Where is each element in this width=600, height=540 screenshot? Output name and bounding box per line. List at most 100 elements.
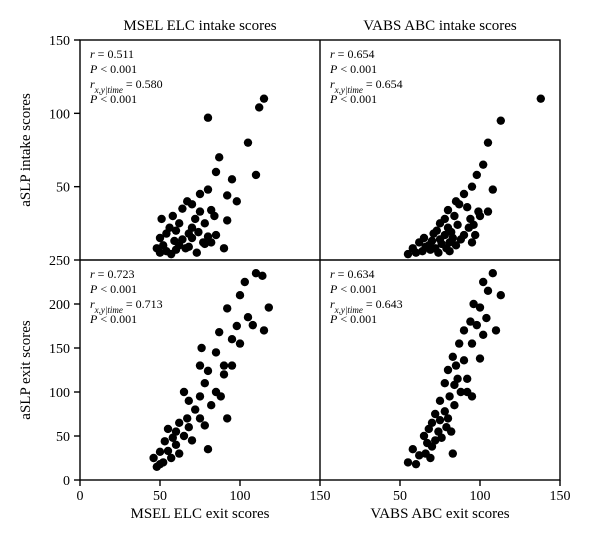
- data-point: [178, 204, 186, 212]
- data-point: [212, 348, 220, 356]
- data-point: [492, 326, 500, 334]
- data-point: [463, 375, 471, 383]
- y-tick-label: 50: [56, 181, 70, 196]
- stat-p2: P < 0.001: [329, 312, 377, 326]
- stat-p1: P < 0.001: [89, 62, 137, 76]
- data-point: [175, 219, 183, 227]
- data-point: [489, 269, 497, 277]
- data-point: [450, 401, 458, 409]
- data-point: [207, 238, 215, 246]
- data-point: [191, 215, 199, 223]
- data-point: [444, 366, 452, 374]
- x-axis-label: VABS ABC exit scores: [370, 506, 509, 522]
- data-point: [444, 414, 452, 422]
- x-tick-label: 150: [310, 489, 331, 504]
- stat-p1: P < 0.001: [329, 62, 377, 76]
- data-point: [484, 207, 492, 215]
- data-point: [191, 405, 199, 413]
- data-point: [212, 231, 220, 239]
- data-point: [244, 313, 252, 321]
- data-point: [455, 339, 463, 347]
- data-point: [185, 423, 193, 431]
- data-point: [473, 321, 481, 329]
- data-point: [460, 356, 468, 364]
- stat-p1: P < 0.001: [89, 282, 137, 296]
- data-point: [404, 458, 412, 466]
- data-point: [159, 458, 167, 466]
- data-point: [445, 247, 453, 255]
- data-point: [172, 226, 180, 234]
- data-point: [188, 234, 196, 242]
- y-tick-label: 0: [63, 474, 70, 489]
- data-point: [223, 216, 231, 224]
- data-point: [441, 379, 449, 387]
- data-point: [537, 94, 545, 102]
- panel-top-left: MSEL ELC intake scores50100150r = 0.511P…: [49, 18, 277, 258]
- data-point: [460, 231, 468, 239]
- data-point: [252, 171, 260, 179]
- data-point: [193, 248, 201, 256]
- data-point: [196, 207, 204, 215]
- data-point: [157, 215, 165, 223]
- data-point: [428, 419, 436, 427]
- panel-title: VABS ABC intake scores: [363, 18, 517, 34]
- data-point: [196, 414, 204, 422]
- data-point: [450, 212, 458, 220]
- y-tick-label: 200: [49, 298, 70, 313]
- data-point: [220, 361, 228, 369]
- data-point: [217, 392, 225, 400]
- data-point: [497, 116, 505, 124]
- data-point: [482, 314, 490, 322]
- data-point: [473, 171, 481, 179]
- data-point: [215, 153, 223, 161]
- data-point: [433, 226, 441, 234]
- data-point: [258, 272, 266, 280]
- data-point: [409, 445, 417, 453]
- data-point: [201, 219, 209, 227]
- data-point: [212, 168, 220, 176]
- data-point: [479, 160, 487, 168]
- data-point: [476, 212, 484, 220]
- data-point: [149, 454, 157, 462]
- data-point: [460, 190, 468, 198]
- data-point: [437, 434, 445, 442]
- stat-p1: P < 0.001: [329, 282, 377, 296]
- stat-r: r = 0.634: [330, 267, 374, 281]
- data-point: [204, 367, 212, 375]
- data-point: [452, 197, 460, 205]
- data-point: [449, 234, 457, 242]
- data-point: [476, 354, 484, 362]
- data-point: [223, 414, 231, 422]
- data-point: [228, 335, 236, 343]
- data-point: [444, 206, 452, 214]
- y-tick-label: 50: [56, 430, 70, 445]
- data-point: [185, 397, 193, 405]
- stat-r: r = 0.654: [330, 47, 374, 61]
- x-tick-label: 0: [77, 489, 84, 504]
- x-tick-label: 100: [230, 489, 251, 504]
- data-point: [460, 326, 468, 334]
- chart-svg: MSEL ELC intake scores50100150r = 0.511P…: [0, 0, 600, 540]
- x-tick-label: 50: [393, 489, 407, 504]
- data-point: [453, 375, 461, 383]
- data-point: [468, 238, 476, 246]
- data-point: [434, 248, 442, 256]
- data-point: [183, 414, 191, 422]
- panel-title: MSEL ELC intake scores: [123, 18, 276, 34]
- data-point: [441, 215, 449, 223]
- data-point: [236, 291, 244, 299]
- data-point: [172, 441, 180, 449]
- data-point: [201, 379, 209, 387]
- data-point: [178, 235, 186, 243]
- x-tick-label: 100: [470, 489, 491, 504]
- y-tick-label: 150: [49, 34, 70, 49]
- data-point: [180, 388, 188, 396]
- data-point: [265, 303, 273, 311]
- data-point: [204, 185, 212, 193]
- data-point: [215, 328, 223, 336]
- y-tick-label: 250: [49, 254, 70, 269]
- data-point: [196, 392, 204, 400]
- y-axis-label-top: aSLP intake scores: [18, 93, 34, 207]
- data-point: [223, 191, 231, 199]
- data-point: [196, 361, 204, 369]
